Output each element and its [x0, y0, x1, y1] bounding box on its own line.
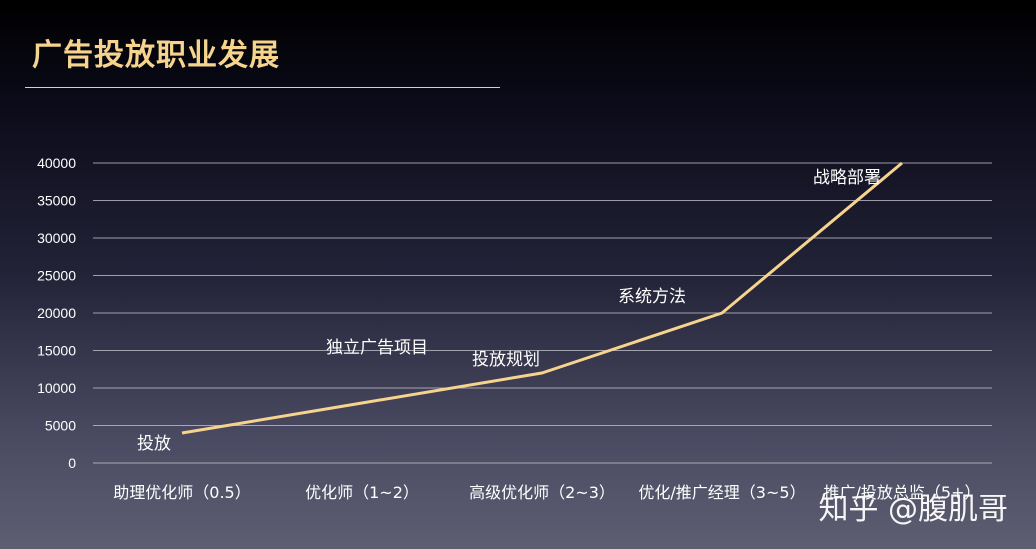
y-tick-label: 0	[68, 455, 76, 471]
y-tick-label: 30000	[37, 230, 76, 246]
y-tick-label: 40000	[37, 155, 76, 171]
x-tick-label: 推广/投放总监（5+）	[824, 483, 981, 502]
y-tick-label: 20000	[37, 305, 76, 321]
point-label: 独立广告项目	[326, 338, 428, 358]
y-tick-label: 25000	[37, 268, 76, 284]
series-line	[181, 161, 903, 435]
watermark: 知乎 @腹肌哥	[818, 492, 1008, 527]
point-label: 投放	[137, 434, 171, 454]
point-label: 战略部署	[813, 168, 881, 188]
page-title: 广告投放职业发展	[32, 38, 280, 73]
y-tick-label: 35000	[37, 193, 76, 209]
point-label: 投放规划	[472, 350, 540, 370]
y-tick-label: 15000	[37, 343, 76, 359]
x-tick-label: 助理优化师（0.5）	[113, 483, 250, 502]
x-tick-label: 优化师（1~2）	[305, 483, 419, 502]
y-tick-label: 10000	[37, 380, 76, 396]
point-label: 系统方法	[618, 287, 686, 307]
x-tick-label: 高级优化师（2~3）	[469, 483, 615, 502]
y-tick-label: 5000	[45, 418, 76, 434]
title-divider	[25, 87, 500, 88]
x-tick-label: 优化/推广经理（3~5）	[638, 483, 805, 502]
